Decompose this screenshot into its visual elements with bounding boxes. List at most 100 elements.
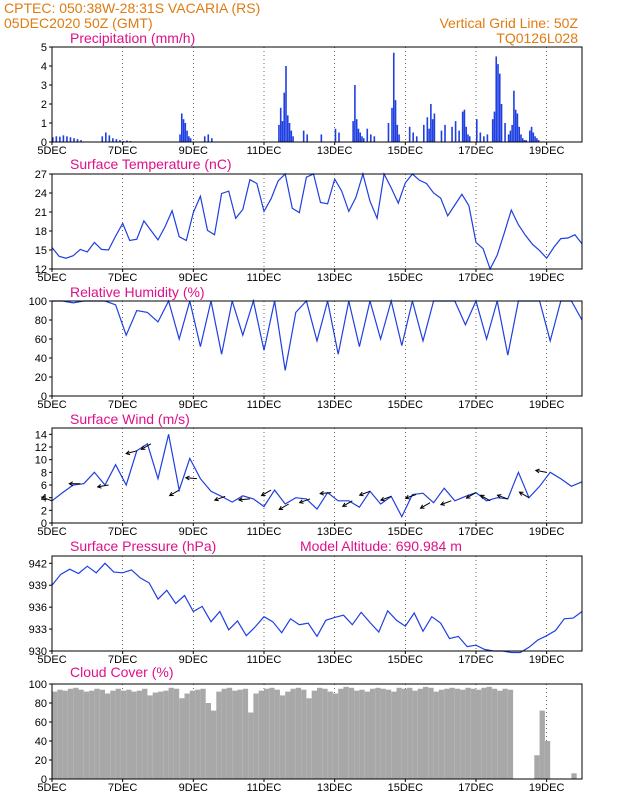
wind-arrow-shaft (420, 502, 431, 509)
temperature-title: Surface Temperature (nC) (70, 156, 232, 172)
wind-arrow-head (419, 504, 425, 509)
y-tick-label: 936 (29, 602, 47, 614)
precipitation-bar (290, 130, 293, 142)
precipitation-bar (355, 119, 358, 142)
cloud-cover-bar (147, 695, 153, 779)
cloud-cover-bar (470, 688, 476, 779)
cloud-cover-bar (89, 690, 95, 779)
precipitation-bar (468, 136, 471, 142)
precipitation-bar (396, 124, 399, 142)
wind-arrow-head (534, 468, 540, 474)
cloud-cover-bar (205, 703, 211, 779)
cloud-cover-bar (258, 690, 264, 779)
precipitation-bar (55, 136, 58, 142)
y-tick-label: 939 (29, 580, 47, 592)
precipitation-bar (279, 107, 282, 142)
y-tick-label: 40 (35, 736, 47, 748)
cloud-cover-bar (232, 690, 238, 779)
wind-arrow-head (404, 494, 410, 500)
wind-arrow-shaft (466, 492, 477, 499)
precipitation-bar (126, 140, 128, 142)
wind-arrow-head (465, 494, 471, 499)
x-tick-label: 13DEC (317, 145, 353, 157)
precipitation-bar (479, 132, 482, 142)
y-tick-label: 60 (35, 717, 47, 729)
x-tick-label: 9DEC (179, 526, 208, 538)
cloud-cover-bar (136, 690, 143, 779)
x-tick-label: 15DEC (388, 526, 424, 538)
precipitation-bar (338, 132, 340, 142)
precipitation-bar (352, 121, 354, 142)
cloud-cover-bar (57, 689, 63, 779)
cloud-cover-bar (216, 691, 222, 779)
precipitation-bar (426, 117, 429, 142)
y-tick-label: 21 (35, 207, 47, 219)
cloud-cover-bar (83, 691, 90, 779)
x-tick-label: 7DEC (108, 145, 137, 157)
cloud-cover-bar (158, 691, 164, 779)
cloud-cover-bar (476, 689, 482, 779)
x-tick-label: 11DEC (247, 782, 282, 794)
wind-arrow-head (96, 484, 102, 489)
cloud-cover-bar (221, 688, 227, 779)
cloud-cover-bar (481, 687, 487, 779)
cloud-cover-bar (168, 687, 174, 779)
x-tick-label: 13DEC (317, 272, 353, 284)
wind-arrow-head (319, 490, 325, 496)
wind-arrow-shaft (535, 469, 547, 473)
precipitation-bar (76, 139, 79, 142)
cloud-cover-bar (438, 689, 445, 779)
x-tick-label: 19DEC (529, 782, 565, 794)
y-tick-label: 18 (35, 226, 47, 238)
y-tick-label: 27 (35, 169, 47, 181)
precipitation-bar (497, 64, 499, 142)
cloud-cover-bar (184, 693, 190, 779)
precipitation-bar (536, 138, 538, 142)
cloud-cover-bar (343, 686, 349, 779)
precipitation-bar (500, 104, 503, 142)
precipitation-bar (516, 113, 519, 142)
y-tick-label: 15 (35, 245, 47, 257)
cloud-cover-bar (290, 688, 296, 779)
station-title: CPTEC: 050:38W-28:31S VACARIA (RS) (4, 0, 260, 16)
x-tick-label: 13DEC (317, 782, 353, 794)
wind-arrow-shaft (141, 443, 152, 450)
cloud-cover-bar (412, 690, 418, 779)
cloud-cover-bar (253, 693, 259, 779)
precipitation-bar (534, 136, 536, 142)
precipitation-bar (483, 136, 485, 142)
precipitation-bar (392, 52, 395, 143)
cloud-cover-bar (375, 687, 381, 779)
x-tick-label: 15DEC (388, 399, 424, 411)
panel-frame (51, 300, 583, 397)
cloud-cover-bar (94, 688, 100, 779)
cloud-cover-bar (126, 689, 132, 779)
cloud-cover-bar (311, 690, 317, 779)
y-tick-label: 8 (41, 467, 47, 479)
x-tick-label: 7DEC (108, 526, 137, 538)
x-tick-label: 19DEC (529, 526, 565, 538)
wind-arrow-head (298, 499, 304, 504)
temperature-panel: Surface Temperature (nC) 12 15 18 21 24 27 5DE… (35, 156, 583, 284)
y-tick-label: 20 (35, 372, 47, 384)
y-tick-label: 2 (41, 505, 47, 517)
precipitation-bar (286, 115, 289, 142)
precipitation-bar (387, 123, 390, 142)
wind-arrow-head (260, 491, 266, 497)
precipitation-bar (207, 134, 210, 142)
precipitation-bar (69, 137, 72, 142)
cloud-cover-bar (332, 693, 339, 779)
cloud-cover-bar (428, 687, 434, 779)
y-tick-label: 12 (35, 442, 47, 454)
x-tick-label: 11DEC (247, 272, 282, 284)
wind-arrow-shaft (405, 494, 417, 499)
cloud-cover-bar (179, 698, 185, 779)
x-tick-label: 11DEC (247, 399, 282, 411)
wind-arrow-shaft (440, 500, 452, 506)
cloud-cover-bar (433, 691, 439, 779)
cloud-cover-bar (327, 691, 333, 779)
cloud-cover-bar (226, 687, 233, 779)
x-tick-label: 17DEC (458, 272, 494, 284)
precipitation-bar (288, 123, 291, 142)
precipitation-bar (362, 138, 365, 142)
